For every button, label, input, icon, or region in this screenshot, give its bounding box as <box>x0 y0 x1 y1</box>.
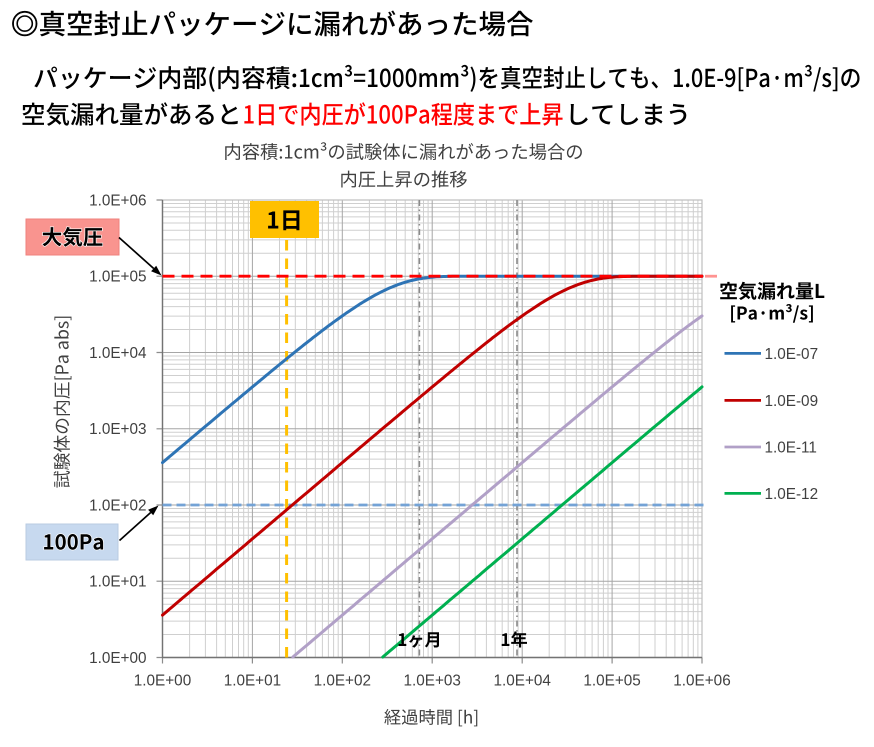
svg-text:1.0E+04: 1.0E+04 <box>493 673 551 690</box>
svg-text:1.0E-07: 1.0E-07 <box>765 346 819 363</box>
svg-text:1.0E-12: 1.0E-12 <box>765 486 819 503</box>
svg-text:1.0E+03: 1.0E+03 <box>403 673 460 690</box>
svg-text:1.0E+05: 1.0E+05 <box>89 269 146 286</box>
svg-text:1.0E+04: 1.0E+04 <box>89 345 147 362</box>
svg-text:1.0E+02: 1.0E+02 <box>314 673 371 690</box>
svg-text:1.0E+05: 1.0E+05 <box>583 673 640 690</box>
svg-text:1.0E+01: 1.0E+01 <box>224 673 281 690</box>
svg-text:1.0E+03: 1.0E+03 <box>89 421 146 438</box>
svg-text:1.0E+06: 1.0E+06 <box>89 192 146 209</box>
svg-text:1.0E+00: 1.0E+00 <box>89 650 146 667</box>
svg-text:1.0E+00: 1.0E+00 <box>134 673 191 690</box>
svg-text:1.0E+01: 1.0E+01 <box>89 574 146 591</box>
svg-text:1.0E+02: 1.0E+02 <box>89 497 146 514</box>
svg-text:1.0E+06: 1.0E+06 <box>673 673 730 690</box>
svg-text:1.0E-11: 1.0E-11 <box>765 439 817 456</box>
svg-text:1.0E-09: 1.0E-09 <box>765 393 819 410</box>
